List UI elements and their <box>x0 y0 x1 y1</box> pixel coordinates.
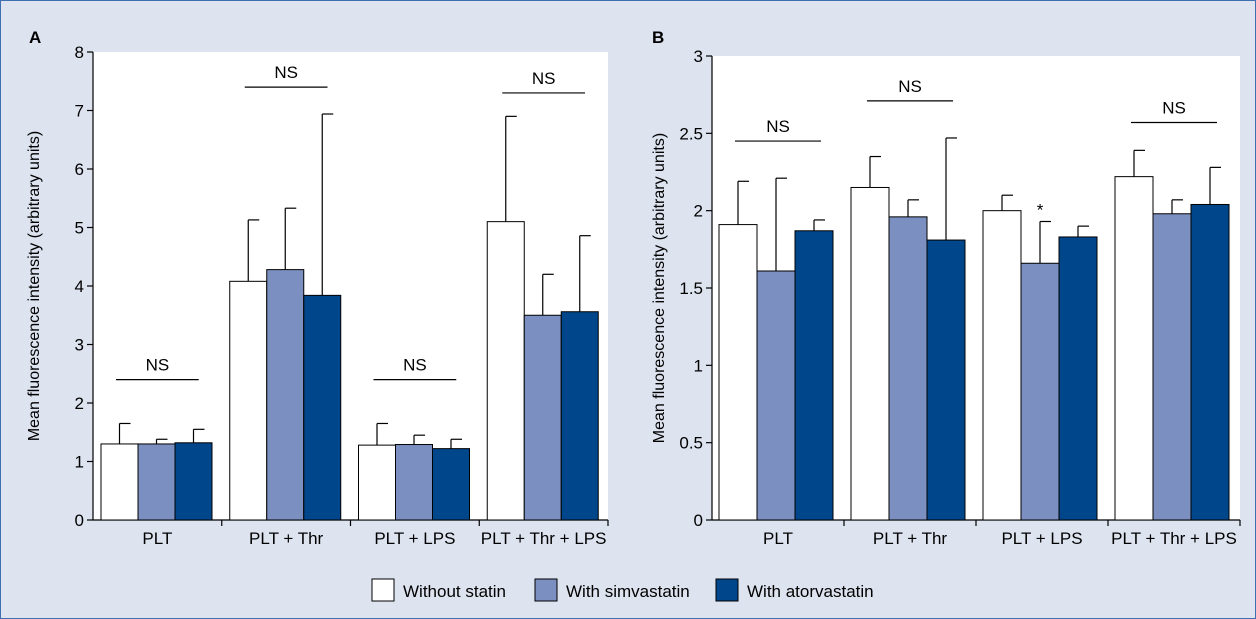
bar <box>888 216 928 521</box>
y-tick-label: 6 <box>75 160 84 179</box>
y-tick-label: 0.5 <box>679 434 703 453</box>
bar <box>395 444 433 521</box>
significance-label: NS <box>403 356 427 375</box>
bar <box>850 186 890 521</box>
bar <box>1058 236 1098 521</box>
bar <box>358 444 396 521</box>
y-tick-label: 1.5 <box>679 279 703 298</box>
bar <box>174 442 213 521</box>
bar <box>794 230 834 521</box>
significance-label: NS <box>532 69 556 88</box>
bar <box>137 443 176 521</box>
legend-swatch <box>371 578 395 602</box>
y-tick-label: 3 <box>694 47 703 66</box>
y-axis-label: Mean fluorescence intensity (arbitrary u… <box>26 131 43 441</box>
x-tick-label: PLT + Thr <box>873 529 948 548</box>
bar <box>926 239 966 521</box>
y-tick-label: 4 <box>75 277 84 296</box>
chart-panel-B: B 0 0.5 1 1.5 2 2.5 3 Mean fluorescence intensit… <box>651 28 1241 548</box>
x-tick-label: PLT + LPS <box>1001 529 1082 548</box>
bar <box>523 314 562 521</box>
legend-swatch <box>715 578 739 602</box>
legend-swatch <box>534 578 558 602</box>
y-tick-label: 2 <box>75 394 84 413</box>
significance-label: NS <box>898 77 922 96</box>
x-tick-label: PLT + LPS <box>374 529 455 548</box>
bar <box>100 443 139 521</box>
bar <box>560 311 599 521</box>
x-tick-label: PLT + Thr + LPS <box>1111 529 1237 548</box>
bar <box>1020 262 1060 521</box>
bar <box>1152 213 1192 521</box>
x-tick-label: PLT + Thr <box>249 529 324 548</box>
significance-label: NS <box>274 63 298 82</box>
bar <box>1190 203 1230 521</box>
bar <box>486 221 525 521</box>
legend-label: Without statin <box>403 582 506 601</box>
y-tick-label: 0 <box>75 511 84 530</box>
y-axis-label: Mean fluorescence intensity (arbitrary u… <box>651 133 668 443</box>
x-tick-label: PLT <box>142 529 172 548</box>
bar <box>1114 176 1154 521</box>
panel-letter: A <box>29 28 41 47</box>
significance-label: NS <box>766 117 790 136</box>
y-tick-label: 2 <box>694 202 703 221</box>
y-tick-label: 1 <box>694 356 703 375</box>
significance-label: NS <box>146 356 170 375</box>
x-tick-label: PLT <box>763 529 793 548</box>
y-tick-label: 3 <box>75 336 84 355</box>
significance-label: NS <box>1162 99 1186 118</box>
bar <box>982 210 1022 521</box>
bar <box>718 224 758 521</box>
bar <box>432 448 470 521</box>
bar <box>303 294 342 521</box>
bar <box>229 280 268 521</box>
bar <box>756 270 796 521</box>
panel-letter: B <box>652 28 664 47</box>
y-tick-label: 7 <box>75 102 84 121</box>
legend-label: With atorvastatin <box>747 582 874 601</box>
y-tick-label: 8 <box>75 43 84 62</box>
legend: Without statin With simvastatin With atorv… <box>371 578 874 602</box>
asterisk-annotation: * <box>1037 200 1044 219</box>
y-tick-label: 1 <box>75 453 84 472</box>
legend-label: With simvastatin <box>566 582 690 601</box>
bar <box>266 269 305 521</box>
x-tick-label: PLT + Thr + LPS <box>481 529 607 548</box>
y-tick-label: 0 <box>694 511 703 530</box>
chart-panel-A: A 0 1 2 3 4 5 6 7 8 Mean fluorescence intensity (a… <box>26 28 609 548</box>
y-tick-label: 5 <box>75 219 84 238</box>
y-tick-label: 2.5 <box>679 124 703 143</box>
